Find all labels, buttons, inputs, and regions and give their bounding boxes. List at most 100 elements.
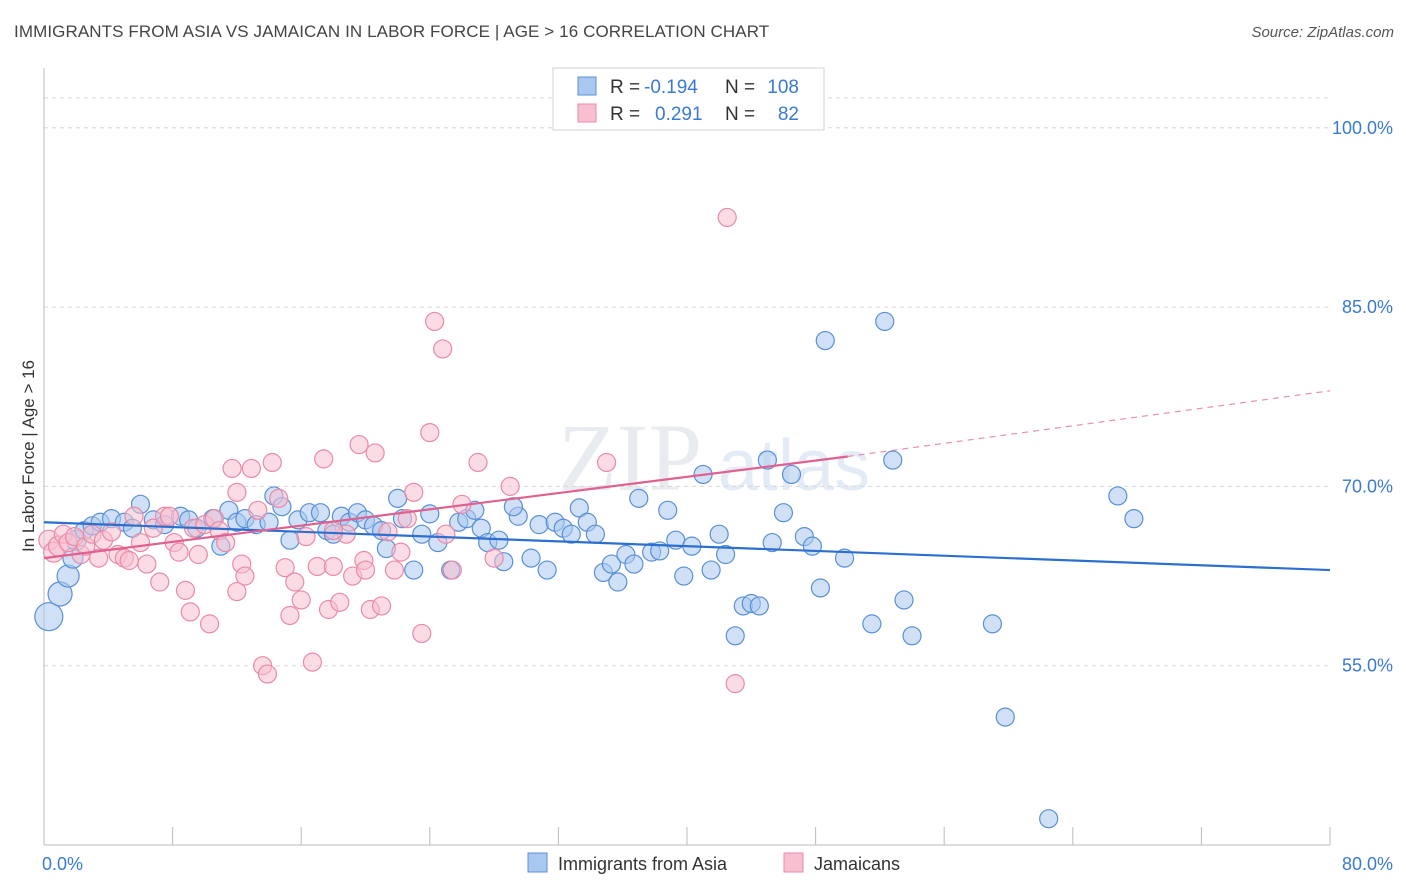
bottom-legend-swatch-jamaicans <box>783 852 804 873</box>
trend-line-jamaicans <box>43 455 848 560</box>
jamaican-point <box>330 592 350 612</box>
y-tick-labels: 55.0% 70.0% 85.0% 100.0% <box>1332 118 1393 676</box>
watermark: ZIP atlas <box>558 404 870 511</box>
asia-point <box>561 524 581 544</box>
bottom-legend-swatch-asia <box>527 852 548 873</box>
y-tick-label: 85.0% <box>1342 297 1393 317</box>
asia-point <box>834 548 855 568</box>
asia-point <box>585 524 605 544</box>
asia-point <box>749 596 769 616</box>
jamaican-point <box>500 476 520 496</box>
watermark-zip: ZIP <box>558 404 702 511</box>
jamaican-point <box>227 482 247 502</box>
x-ticks <box>43 827 1331 845</box>
legend-r-value-jamaicans: 0.291 <box>655 104 703 125</box>
y-tick-label: 70.0% <box>1342 476 1393 496</box>
asia-point <box>650 541 670 561</box>
y-axis-title: In Labor Force | Age > 16 <box>19 360 38 552</box>
asia-point <box>815 330 835 351</box>
jamaican-point <box>468 452 488 473</box>
jamaican-point <box>436 524 456 544</box>
asia-point <box>810 578 831 598</box>
legend-r-value-asia: -0.194 <box>644 77 698 98</box>
jamaican-point <box>412 623 432 644</box>
legend-box <box>552 67 825 131</box>
asia-point <box>388 488 408 508</box>
jamaican-point <box>159 506 179 526</box>
jamaican-point <box>222 458 242 479</box>
asia-point <box>658 500 678 520</box>
jamaican-point <box>89 548 109 568</box>
jamaican-point <box>365 443 385 463</box>
y-tick-label: 100.0% <box>1332 118 1393 138</box>
asia-point <box>310 503 331 523</box>
jamaican-point <box>262 452 282 473</box>
jamaican-point <box>323 521 343 541</box>
jamaican-point <box>323 556 343 577</box>
jamaican-point <box>137 554 157 574</box>
asia-point <box>715 544 736 565</box>
jamaican-point <box>257 664 278 684</box>
jamaican-point <box>199 614 220 634</box>
asia-point <box>404 560 424 580</box>
jamaican-point <box>725 674 745 694</box>
jamaican-point <box>307 556 327 577</box>
series-immigrants-from-asia <box>34 311 1144 829</box>
legend-r-label-jamaicans: R = <box>610 104 640 125</box>
legend-swatch-asia <box>577 76 597 96</box>
jamaican-point <box>130 532 151 553</box>
jamaican-point <box>227 581 247 602</box>
jamaican-point <box>717 207 737 228</box>
asia-point <box>280 530 300 550</box>
jamaican-point <box>296 526 316 547</box>
jamaican-point <box>241 458 261 479</box>
jamaican-point <box>269 488 289 508</box>
jamaican-point <box>101 522 122 542</box>
jamaican-point <box>248 500 268 520</box>
x-tick-label-max: 80.0% <box>1342 854 1393 874</box>
asia-point <box>875 311 895 332</box>
jamaican-point <box>188 544 208 565</box>
asia-point <box>709 524 729 544</box>
y-tick-label: 55.0% <box>1342 656 1393 676</box>
asia-point <box>412 524 432 544</box>
asia-point <box>537 560 557 580</box>
asia-point <box>894 590 914 610</box>
jamaican-point <box>384 560 405 580</box>
jamaican-point <box>355 560 376 580</box>
trend-lines <box>43 390 1331 572</box>
jamaican-point <box>285 572 305 592</box>
asia-point <box>629 488 649 508</box>
asia-point <box>34 602 64 632</box>
asia-point <box>802 536 822 556</box>
legend-n-value-asia: 108 <box>767 77 799 98</box>
asia-point <box>725 626 745 646</box>
bottom-legend: Immigrants from Asia Jamaicans <box>527 852 900 874</box>
jamaican-point <box>378 522 398 542</box>
jamaican-point <box>314 449 334 469</box>
jamaican-point <box>291 590 311 610</box>
asia-point <box>674 566 694 586</box>
jamaican-point <box>484 548 504 568</box>
asia-point <box>1124 509 1144 529</box>
asia-point <box>762 532 782 553</box>
bottom-legend-label-asia: Immigrants from Asia <box>558 854 728 874</box>
jamaican-point <box>169 542 189 562</box>
trend-line-jamaicans-extension <box>847 390 1331 458</box>
jamaican-point <box>420 422 440 443</box>
jamaican-point <box>175 580 196 600</box>
jamaican-point <box>275 558 295 578</box>
x-tick-label-min: 0.0% <box>42 854 83 874</box>
chart-title: IMMIGRANTS FROM ASIA VS JAMAICAN IN LABO… <box>14 22 770 41</box>
legend-n-label-asia: N = <box>725 77 755 98</box>
asia-point <box>1108 486 1128 506</box>
asia-point <box>601 554 622 574</box>
jamaican-point <box>371 596 392 616</box>
asia-point <box>521 548 541 568</box>
asia-point <box>781 464 802 485</box>
jamaican-point <box>425 311 445 332</box>
asia-point <box>1039 809 1059 829</box>
jamaican-point <box>442 560 462 580</box>
legend-n-value-jamaicans: 82 <box>778 104 799 125</box>
